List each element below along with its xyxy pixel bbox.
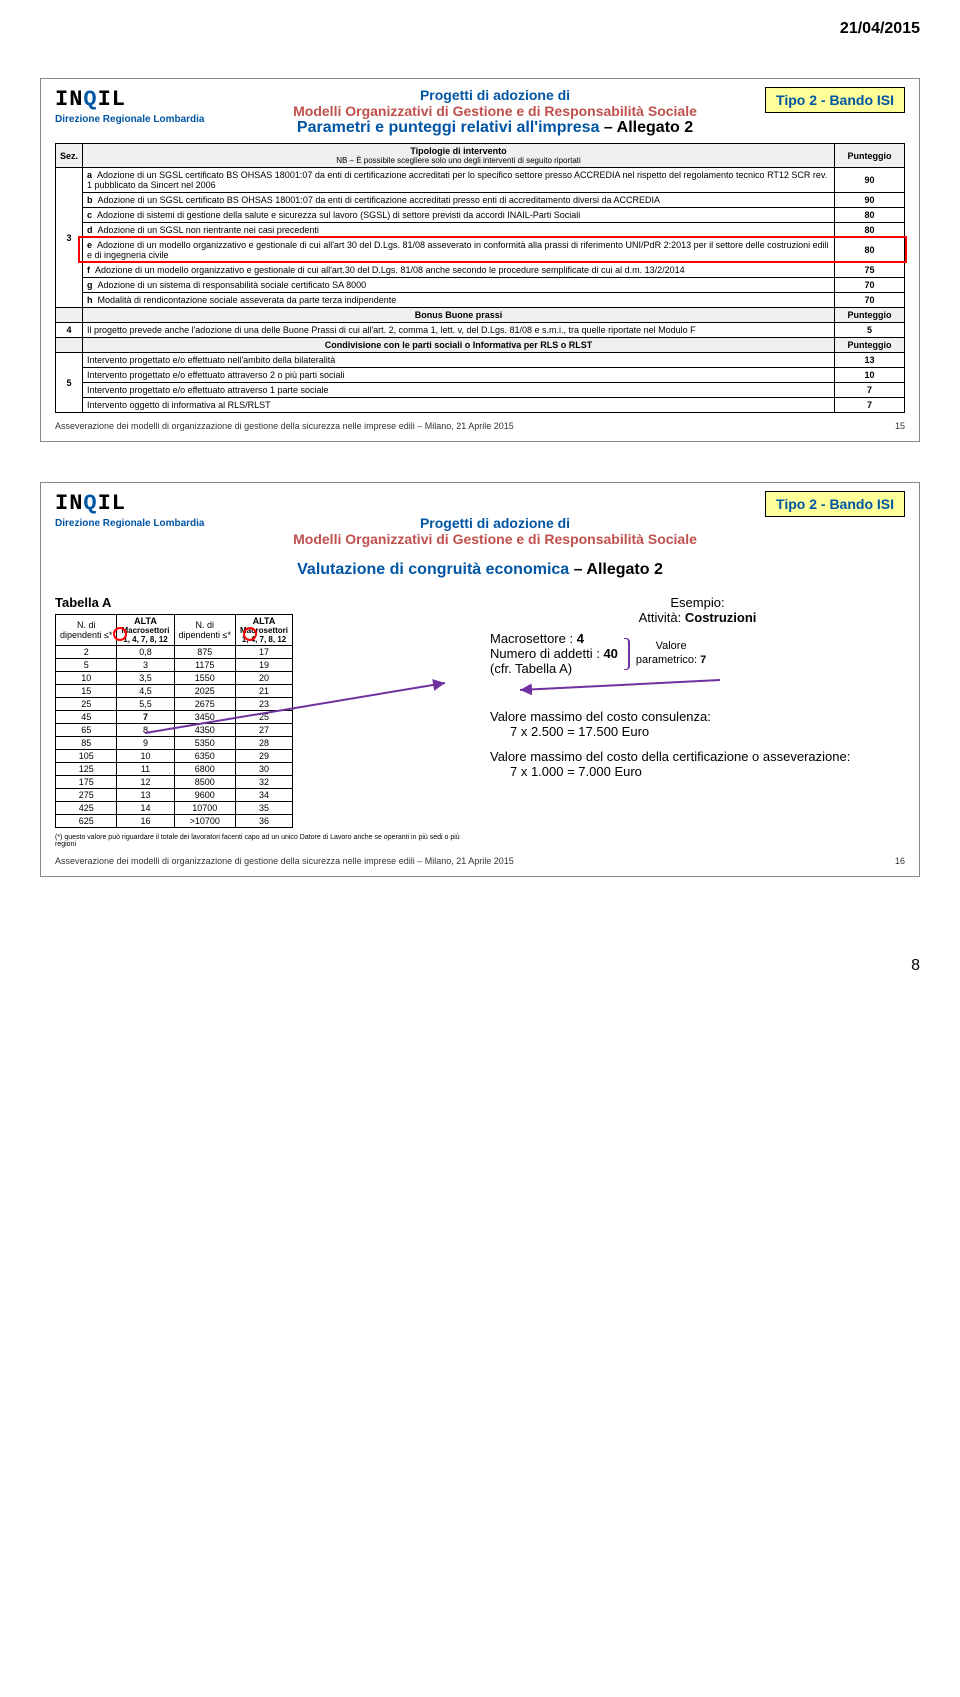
slide2-title: Valutazione di congruità economica (297, 561, 569, 578)
direzione-2: Direzione Regionale Lombardia (55, 518, 225, 529)
row4-text: Il progetto prevede anche l'adozione di … (83, 323, 835, 338)
th-sez: Sez. (56, 144, 83, 168)
tabella-a-row: 103,5155020 (56, 672, 293, 685)
th-tip: Tipologie di intervento NB – È possibile… (83, 144, 835, 168)
slide2-footer: Asseverazione dei modelli di organizzazi… (55, 856, 514, 866)
tabella-a-row: 425141070035 (56, 802, 293, 815)
tabella-a-row: 27513960034 (56, 789, 293, 802)
sec5: 5 (56, 353, 83, 413)
tabella-note: (*) questo valore può riguardare il tota… (55, 834, 470, 848)
row5-0: Intervento progettato e/o effettuato nel… (83, 353, 835, 368)
macro-val: 4 (577, 631, 584, 646)
tabella-a-row: 457345025 (56, 711, 293, 724)
slide1-footer: Asseverazione dei modelli di organizzazi… (55, 421, 514, 431)
bonus-row: Bonus Buone prassi (83, 308, 835, 323)
tabella-a-label: Tabella A (55, 595, 470, 610)
tabella-a-row: 20,887517 (56, 646, 293, 659)
tabella-a-row: 62516>1070036 (56, 815, 293, 828)
tabella-a-row: 255,5267523 (56, 698, 293, 711)
row-g: g Adozione di un sistema di responsabili… (83, 278, 835, 293)
condivisione-row: Condivisione con le parti sociali o Info… (83, 338, 835, 353)
slide-1: INQIL Direzione Regionale Lombardia Prog… (40, 78, 920, 442)
punteggi-table: Sez. Tipologie di intervento NB – È poss… (55, 143, 905, 413)
tipo-badge-2: Tipo 2 - Bando ISI (765, 491, 905, 517)
direzione: Direzione Regionale Lombardia (55, 114, 225, 125)
slide1-num: 15 (895, 421, 905, 431)
row5-1: Intervento progettato e/o effettuato att… (83, 368, 835, 383)
slide1-line2: Modelli Organizzativi di Gestione e di R… (225, 103, 765, 119)
arrow-line (145, 723, 445, 763)
attivita-label: Attività: (639, 610, 685, 625)
row-b: b Adozione di un SGSL certificato BS OHS… (83, 193, 835, 208)
tabella-a-row: 17512850032 (56, 776, 293, 789)
sec4: 4 (56, 323, 83, 338)
row-d: d Adozione di un SGSL non rientrante nei… (83, 223, 835, 238)
cons-calc: 7 x 2.500 = 17.500 Euro (490, 724, 905, 739)
tabella-a-row: 53117519 (56, 659, 293, 672)
param-val: 7 (700, 654, 706, 666)
row5-3: Intervento oggetto di informativa al RLS… (83, 398, 835, 413)
page-date: 21/04/2015 (40, 20, 920, 38)
th-tip-text: Tipologie di intervento (87, 146, 830, 156)
slide2-line1: Progetti di adozione di (225, 515, 765, 531)
bracket-icon (624, 638, 630, 670)
slide2-allegato: – Allegato 2 (569, 561, 663, 578)
addetti-label: Numero di addetti : (490, 646, 603, 661)
tabella-a-row: 154,5202521 (56, 685, 293, 698)
slide2-line2: Modelli Organizzativi di Gestione e di R… (225, 531, 765, 547)
logo-2: INQIL (55, 491, 225, 516)
hdr-ndip-2: N. di dipendenti ≤* (174, 615, 235, 646)
slide2-num: 16 (895, 856, 905, 866)
valore-label: Valore (636, 640, 706, 653)
page-number: 8 (0, 947, 960, 995)
row-h: h Modalità di rendicontazione sociale as… (83, 293, 835, 308)
slide1-line1: Progetti di adozione di (225, 87, 765, 103)
tipo-badge-1: Tipo 2 - Bando ISI (765, 87, 905, 113)
slide-2: INQIL Direzione Regionale Lombardia Prog… (40, 482, 920, 877)
cert-line: Valore massimo del costo della certifica… (490, 749, 905, 764)
cfr: (cfr. Tabella A) (490, 661, 618, 676)
hdr-ndip-1: N. di dipendenti ≤* (56, 615, 117, 646)
macro-label: Macrosettore : (490, 631, 577, 646)
th-punteggio: Punteggio (835, 144, 905, 168)
cons-line: Valore massimo del costo consulenza: (490, 709, 905, 724)
red-circle-2 (243, 627, 257, 641)
esempio-label: Esempio: (490, 595, 905, 610)
slide1-allegato: – Allegato 2 (599, 119, 693, 136)
arrow-svg (490, 676, 750, 696)
cert-calc: 7 x 1.000 = 7.000 Euro (490, 764, 905, 779)
row-e: e Adozione di un modello organizzativo e… (83, 238, 835, 263)
row-c: c Adozione di sistemi di gestione della … (83, 208, 835, 223)
attivita-value: Costruzioni (685, 610, 757, 625)
row-a: a Adozione di un SGSL certificato BS OHS… (83, 168, 835, 193)
red-circle-1 (113, 627, 127, 641)
row-f: f Adozione di un modello organizzativo e… (83, 263, 835, 278)
row5-2: Intervento progettato e/o effettuato att… (83, 383, 835, 398)
slide1-title: Parametri e punteggi relativi all'impres… (297, 119, 600, 136)
sec3: 3 (56, 168, 83, 308)
logo: INQIL (55, 87, 225, 112)
param-label: parametrico: (636, 654, 700, 666)
tabella-a: N. di dipendenti ≤* ALTAMacrosettori 1, … (55, 614, 293, 828)
addetti-val: 40 (603, 646, 617, 661)
tabella-a-row: 12511680030 (56, 763, 293, 776)
th-nb: NB – È possibile scegliere solo uno degl… (87, 156, 830, 165)
